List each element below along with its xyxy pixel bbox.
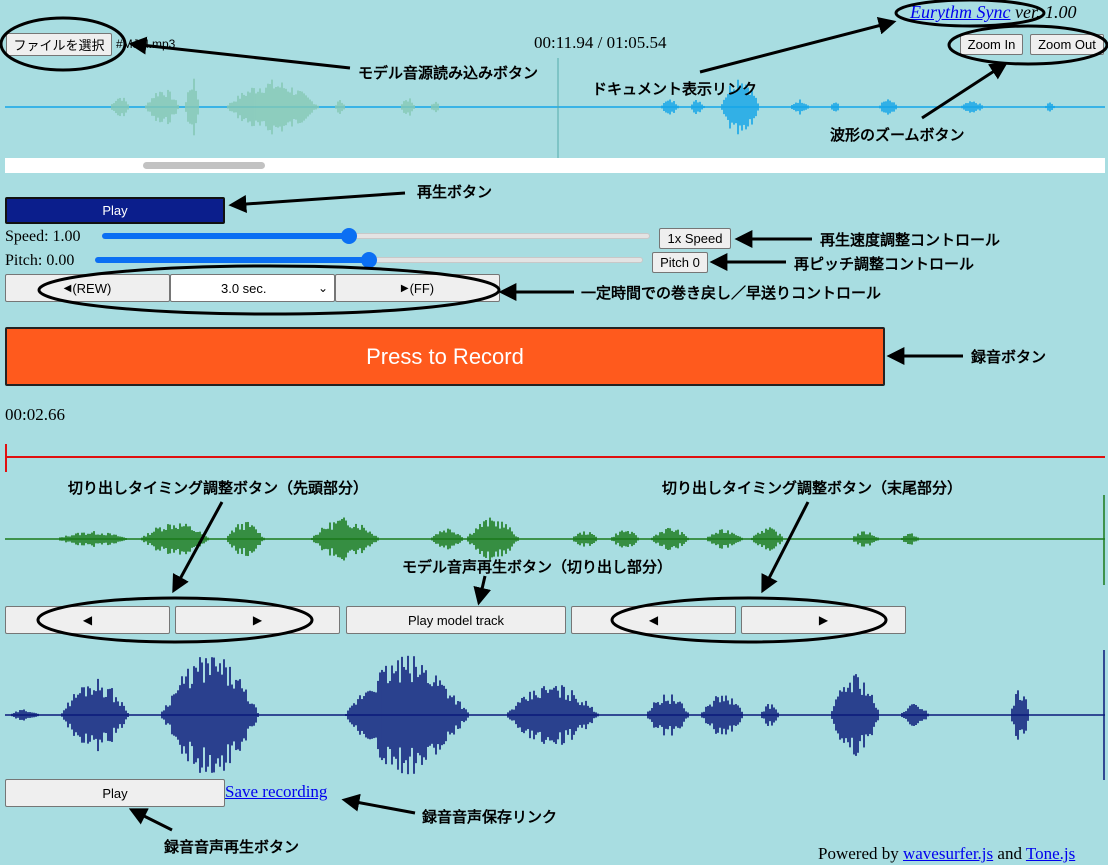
file-select-button[interactable]: ファイルを選択 <box>6 33 112 56</box>
annotation-doc-link: ドキュメント表示リンク <box>592 80 758 98</box>
speed-label: Speed: 1.00 <box>5 228 81 245</box>
and-text: and <box>997 844 1022 863</box>
powered-by-text: Powered by <box>818 844 899 863</box>
step-select-value: 3.0 sec. <box>221 280 267 296</box>
step-select[interactable]: 3.0 sec. ⌄ <box>170 274 335 302</box>
annotation-trim-head: 切り出しタイミング調整ボタン（先頭部分） <box>68 479 369 497</box>
version-text: ver. 1.00 <box>1014 2 1077 22</box>
annotation-speed: 再生速度調整コントロール <box>820 231 1001 249</box>
recording-play-button[interactable]: Play <box>5 779 225 807</box>
fast-forward-label: (FF) <box>409 280 435 296</box>
play-model-track-button[interactable]: Play model track <box>346 606 566 634</box>
scrollbar-thumb[interactable] <box>143 162 265 169</box>
speed-slider-thumb[interactable] <box>341 228 357 244</box>
annotation-rec-save: 録音音声保存リンク <box>422 808 558 826</box>
triangle-left-icon: ◀ <box>648 613 659 627</box>
pitch-label: Pitch: 0.00 <box>5 252 75 269</box>
annotation-trim-tail: 切り出しタイミング調整ボタン（末尾部分） <box>662 479 963 497</box>
playhead-line <box>5 456 1105 458</box>
footer: Powered by wavesurfer.js and Tone.js <box>818 844 1075 864</box>
playhead-marker <box>5 444 7 472</box>
triangle-right-icon: ▶ <box>252 613 263 627</box>
trim-tail-left-button[interactable]: ◀ <box>571 606 736 634</box>
fast-forward-button[interactable]: ▶ (FF) <box>335 274 500 302</box>
annotation-pitch: 再ピッチ調整コントロール <box>794 255 975 273</box>
time-display: 00:11.94 / 01:05.54 <box>534 33 667 52</box>
recorded-waveform[interactable] <box>0 650 1108 780</box>
annotation-model-play: モデル音声再生ボタン（切り出し部分） <box>402 558 673 576</box>
waveform-scrollbar[interactable] <box>5 158 1105 173</box>
speed-reset-button[interactable]: 1x Speed <box>659 228 731 249</box>
chevron-down-icon: ⌄ <box>317 281 328 295</box>
trim-head-left-button[interactable]: ◀ <box>5 606 170 634</box>
record-button[interactable]: Press to Record <box>5 327 885 386</box>
rewind-button[interactable]: ◀ (REW) <box>5 274 170 302</box>
triangle-right-icon: ▶ <box>818 613 829 627</box>
save-recording-link[interactable]: Save recording <box>225 782 328 801</box>
pitch-slider-thumb[interactable] <box>361 252 377 268</box>
record-time: 00:02.66 <box>5 405 65 424</box>
annotation-model-load: モデル音源読み込みボタン <box>358 64 539 82</box>
annotation-play: 再生ボタン <box>417 183 493 201</box>
rewind-label: (REW) <box>72 280 112 296</box>
document-link[interactable]: Eurythm Sync <box>910 2 1011 22</box>
file-name: #MJM.mp3 <box>116 37 176 51</box>
triangle-left-icon: ◀ <box>63 282 72 294</box>
annotation-rec-play: 録音音声再生ボタン <box>164 838 300 856</box>
annotation-record: 録音ボタン <box>971 348 1047 366</box>
annotation-zoom: 波形のズームボタン <box>830 126 965 144</box>
zoom-out-button[interactable]: Zoom Out <box>1030 34 1104 55</box>
tone-link[interactable]: Tone.js <box>1025 844 1076 863</box>
play-button[interactable]: Play <box>5 197 225 224</box>
trim-tail-right-button[interactable]: ▶ <box>741 606 906 634</box>
trim-head-right-button[interactable]: ▶ <box>175 606 340 634</box>
annotation-skip: 一定時間での巻き戻し／早送りコントロール <box>581 284 882 302</box>
app-title: Eurythm Sync ver. 1.00 <box>910 2 1076 23</box>
pitch-reset-button[interactable]: Pitch 0 <box>652 252 708 273</box>
triangle-left-icon: ◀ <box>82 613 93 627</box>
model-waveform[interactable] <box>0 58 1108 158</box>
triangle-right-icon: ▶ <box>400 282 409 294</box>
zoom-in-button[interactable]: Zoom In <box>960 34 1023 55</box>
wavesurfer-link[interactable]: wavesurfer.js <box>902 844 994 863</box>
